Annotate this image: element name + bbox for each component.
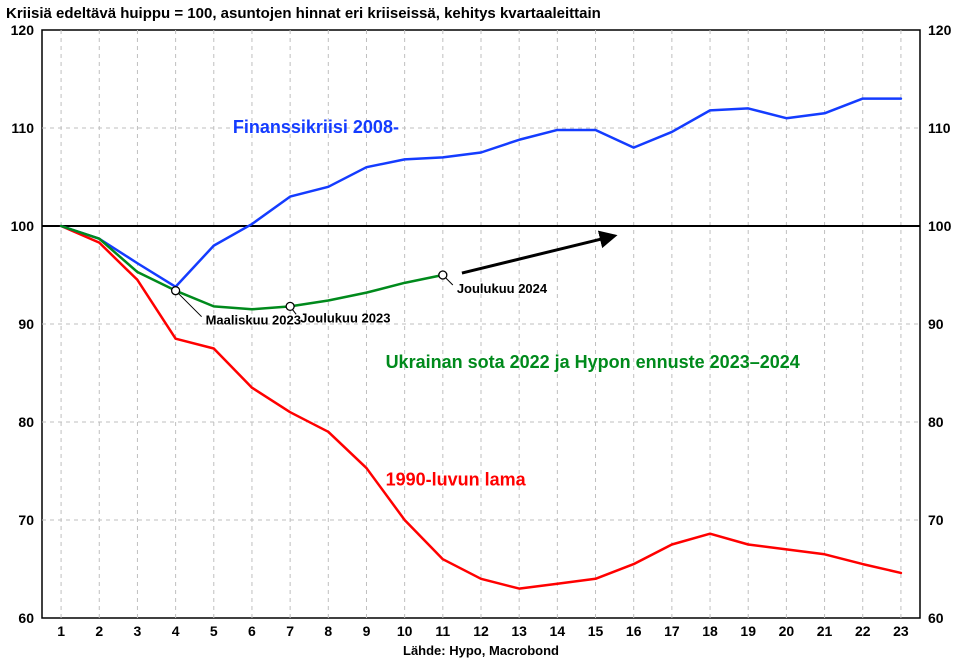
y-tick-label-right: 100 <box>928 218 952 234</box>
x-tick-label: 18 <box>702 623 718 639</box>
chart-svg: Kriisiä edeltävä huippu = 100, asuntojen… <box>0 0 960 663</box>
x-tick-label: 6 <box>248 623 256 639</box>
marker-label: Joulukuu 2023 <box>300 310 390 325</box>
series-label-financial-crisis: Finanssikriisi 2008- <box>233 117 399 137</box>
y-tick-label-right: 120 <box>928 22 952 38</box>
y-tick-label-left: 70 <box>18 512 34 528</box>
x-tick-label: 22 <box>855 623 871 639</box>
x-tick-label: 21 <box>817 623 833 639</box>
y-tick-label-left: 80 <box>18 414 34 430</box>
x-tick-label: 12 <box>473 623 489 639</box>
y-tick-label-right: 60 <box>928 610 944 626</box>
x-tick-label: 17 <box>664 623 680 639</box>
x-tick-label: 9 <box>363 623 371 639</box>
chart-title: Kriisiä edeltävä huippu = 100, asuntojen… <box>6 5 601 22</box>
marker-label: Maaliskuu 2023 <box>206 313 301 328</box>
x-tick-label: 5 <box>210 623 218 639</box>
y-tick-label-left: 60 <box>18 610 34 626</box>
y-tick-label-left: 90 <box>18 316 34 332</box>
chart-source: Lähde: Hypo, Macrobond <box>403 643 559 658</box>
x-tick-label: 13 <box>511 623 527 639</box>
data-marker <box>286 302 294 310</box>
x-tick-label: 4 <box>172 623 180 639</box>
x-tick-label: 16 <box>626 623 642 639</box>
series-label-ukraine-hypo: Ukrainan sota 2022 ja Hypon ennuste 2023… <box>386 352 800 372</box>
x-tick-label: 19 <box>740 623 756 639</box>
y-tick-label-left: 100 <box>11 218 35 234</box>
y-tick-label-right: 80 <box>928 414 944 430</box>
series-label-1990s: 1990-luvun lama <box>386 470 527 490</box>
x-tick-label: 11 <box>435 623 450 639</box>
chart-background <box>0 0 960 663</box>
data-marker <box>172 287 180 295</box>
y-tick-label-right: 90 <box>928 316 944 332</box>
x-tick-label: 14 <box>550 623 566 639</box>
x-tick-label: 15 <box>588 623 604 639</box>
data-marker <box>439 271 447 279</box>
y-tick-label-left: 120 <box>11 22 35 38</box>
x-tick-label: 23 <box>893 623 909 639</box>
x-tick-label: 1 <box>57 623 65 639</box>
x-tick-label: 8 <box>324 623 332 639</box>
y-tick-label-left: 110 <box>11 120 34 136</box>
marker-label: Joulukuu 2024 <box>457 281 548 296</box>
x-tick-label: 2 <box>95 623 103 639</box>
chart-container: Kriisiä edeltävä huippu = 100, asuntojen… <box>0 0 960 663</box>
x-tick-label: 7 <box>286 623 294 639</box>
y-tick-label-right: 70 <box>928 512 944 528</box>
x-tick-label: 3 <box>134 623 142 639</box>
y-tick-label-right: 110 <box>928 120 951 136</box>
x-tick-label: 20 <box>779 623 795 639</box>
x-tick-label: 10 <box>397 623 413 639</box>
